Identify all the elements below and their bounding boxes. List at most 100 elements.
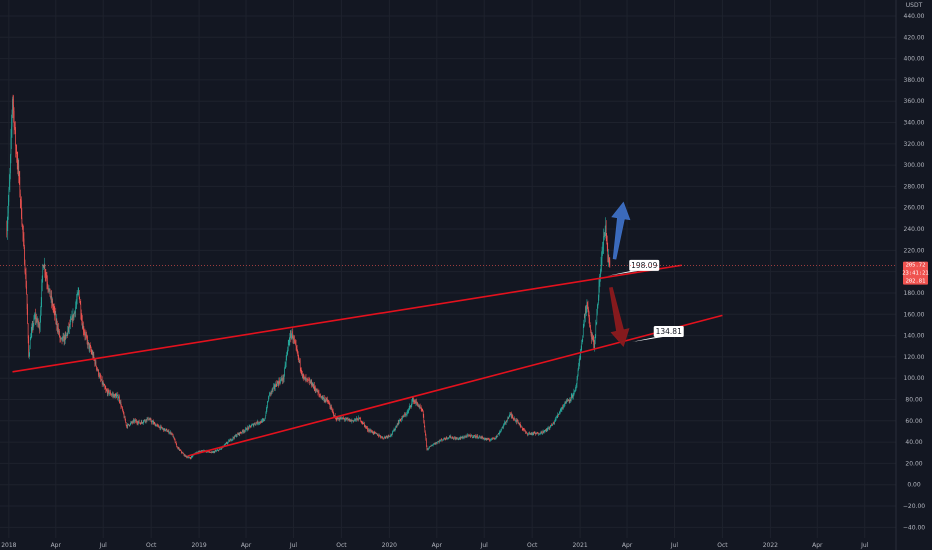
current-price-text: 205.72 (906, 263, 926, 269)
candle-body-down (344, 418, 345, 420)
candle-body-down (492, 438, 494, 439)
candle-body-up (77, 291, 79, 294)
candle-body-down (438, 441, 440, 443)
candle-body-up (454, 437, 455, 439)
candle-body-up (503, 424, 504, 428)
candle-body-down (111, 394, 112, 396)
candle-body-down (16, 148, 17, 158)
candle-body-down (385, 436, 387, 438)
time-axis[interactable]: 2018 Apr Jul Oct 2019 Apr Jul Oct 2020 Apr Jul Oct 2… (1, 542, 868, 549)
candle-body-up (550, 425, 551, 427)
candle-body-down (141, 422, 143, 423)
candle-body-up (437, 441, 439, 443)
candle-body-down (320, 395, 321, 397)
candle-body-up (95, 361, 96, 364)
arrow-down-icon[interactable] (609, 286, 630, 347)
candle-body-down (352, 420, 353, 421)
candle-body-up (504, 422, 505, 425)
candle-body-up (595, 324, 597, 335)
x-tick-label: Oct (717, 542, 728, 549)
candle-body-up (499, 432, 500, 435)
candle-body-down (372, 431, 373, 433)
trend-lines[interactable] (12, 264, 723, 457)
candle-body-up (431, 445, 433, 447)
candle-body-up (304, 377, 305, 378)
candle-body-up (395, 426, 397, 428)
candle-body-down (335, 417, 336, 419)
candle-body-down (170, 432, 172, 435)
x-tick-label: 2022 (763, 542, 778, 549)
candle-body-down (25, 272, 26, 274)
candle-body-down (608, 257, 610, 259)
candle-body-down (541, 431, 542, 433)
upper-trend-line[interactable] (12, 264, 682, 373)
candle-body-down (425, 434, 427, 440)
candle-body-down (189, 457, 191, 458)
candle-body-down (103, 384, 105, 386)
projection-arrows[interactable] (609, 201, 631, 347)
candle-body-up (164, 429, 166, 431)
candle-body-down (114, 394, 116, 396)
candle-body-up (499, 431, 501, 433)
current-price-labels: 205.72 23:41:21 202.81 (0, 261, 929, 285)
price-axis[interactable]: −40.00 −20.00 0.00 20.00 40.00 60.00 80.00 100.… (903, 13, 925, 531)
candle-body-down (172, 434, 173, 435)
candle-body-down (386, 436, 388, 437)
candle-body-down (152, 421, 154, 424)
candle-body-down (198, 451, 200, 452)
candle-body-down (376, 433, 377, 434)
candle-body-down (475, 435, 476, 438)
candle-body-down (360, 418, 361, 422)
candle-body-down (492, 437, 493, 439)
candle-body-up (539, 433, 540, 435)
callout-labels[interactable]: 198.09 134.81 (607, 259, 684, 342)
arrow-up-icon[interactable] (611, 201, 631, 260)
candle-body-down (328, 402, 330, 404)
candle-body-up (103, 384, 105, 386)
candle-body-down (53, 307, 54, 309)
candle-body-down (593, 339, 594, 345)
candle-body-up (581, 342, 582, 349)
candle-body-up (17, 165, 19, 169)
candle-body-up (274, 386, 276, 388)
candle-body-down (464, 436, 465, 438)
candle-body-down (522, 428, 524, 430)
candle-body-down (516, 419, 517, 423)
candle-body-up (35, 317, 37, 320)
candle-body-down (88, 342, 89, 344)
candle-body-down (39, 324, 40, 331)
candle-body-down (590, 327, 591, 330)
candle-body-up (594, 339, 596, 349)
candle-body-down (413, 397, 414, 402)
candle-body-down (52, 306, 54, 308)
candle-body-up (564, 401, 566, 405)
candle-body-down (138, 421, 140, 423)
callout-box[interactable] (629, 259, 660, 271)
candle-body-down (158, 425, 159, 427)
candle-body-down (519, 423, 521, 426)
candle-body-down (488, 438, 490, 440)
callout-box[interactable] (653, 325, 684, 337)
candle-body-up (50, 295, 52, 298)
candle-body-up (226, 443, 228, 444)
candle-body-down (174, 439, 176, 443)
candle-body-down (261, 420, 262, 423)
candle-body-up (597, 303, 599, 309)
candle-body-up (345, 419, 346, 420)
candle-body-up (325, 399, 327, 401)
candle-body-up (412, 397, 414, 401)
candle-body-up (262, 420, 264, 421)
y-tick-label: 60.00 (905, 418, 922, 425)
candle-body-up (337, 418, 339, 420)
candle-body-down (272, 389, 273, 390)
candle-body-down (476, 436, 477, 437)
x-tick-label: Apr (622, 542, 633, 549)
candle-body-down (36, 317, 37, 323)
candle-body-up (243, 431, 245, 432)
candle-body-down (377, 433, 378, 436)
candle-body-down (108, 390, 109, 391)
lower-trend-line[interactable] (187, 314, 723, 457)
candle-body-up (268, 396, 270, 398)
candle-body-down (303, 377, 305, 378)
